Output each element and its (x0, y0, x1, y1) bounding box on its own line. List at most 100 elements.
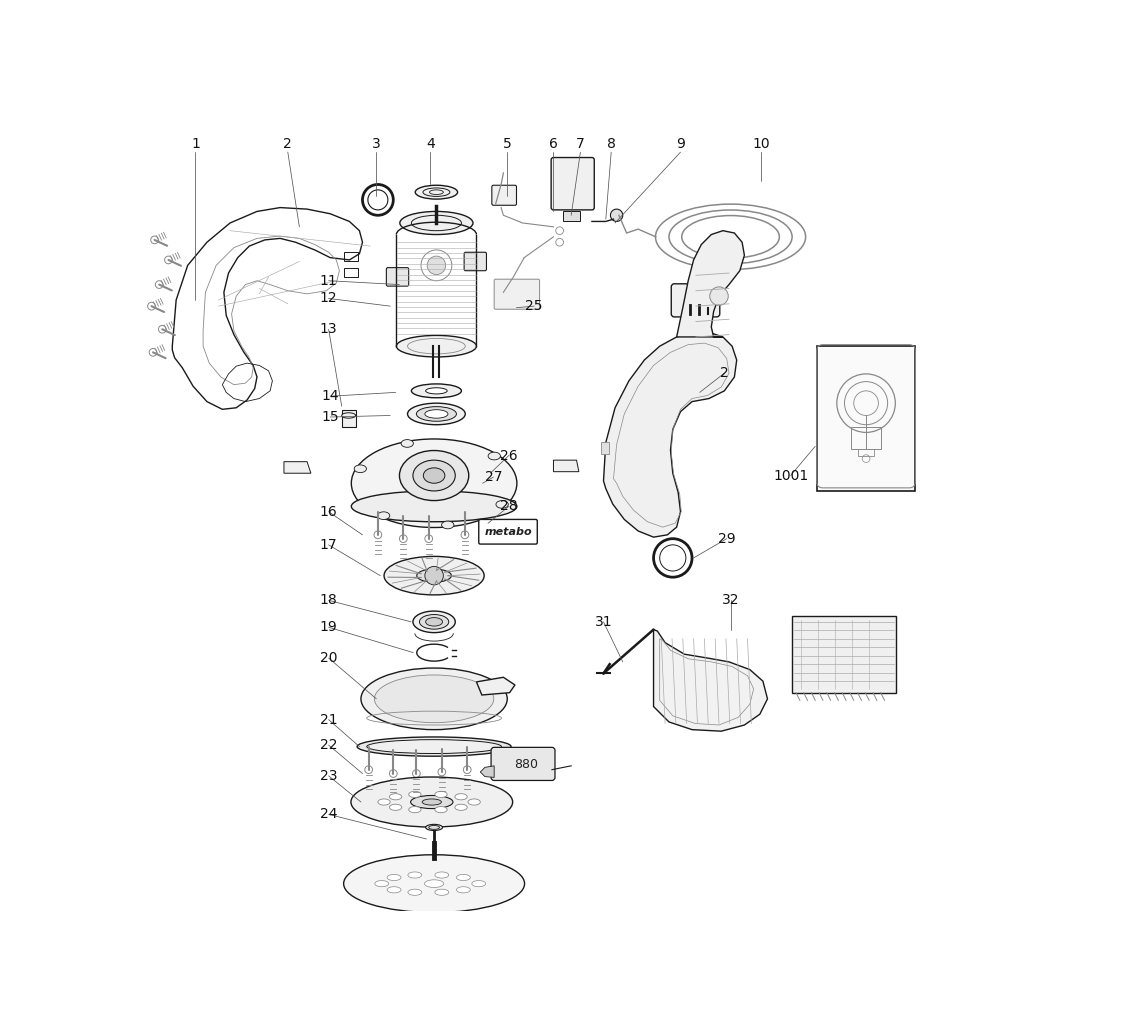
Circle shape (155, 281, 163, 289)
Text: 27: 27 (484, 470, 502, 484)
Circle shape (425, 566, 443, 585)
Polygon shape (477, 677, 515, 695)
Ellipse shape (408, 889, 422, 895)
Ellipse shape (410, 796, 453, 809)
Bar (563, 211, 580, 221)
Ellipse shape (399, 451, 469, 501)
Ellipse shape (355, 465, 366, 473)
Ellipse shape (390, 804, 401, 810)
Circle shape (413, 770, 421, 777)
Text: 18: 18 (319, 593, 337, 607)
Ellipse shape (388, 874, 401, 881)
Ellipse shape (342, 413, 356, 418)
Bar (850, 427, 881, 449)
Text: metabo: metabo (484, 526, 532, 537)
Text: 19: 19 (319, 621, 337, 634)
Ellipse shape (384, 556, 484, 595)
Ellipse shape (472, 881, 486, 887)
Circle shape (164, 256, 172, 264)
Ellipse shape (413, 611, 455, 633)
Circle shape (463, 766, 471, 773)
Ellipse shape (412, 384, 462, 397)
Text: 3: 3 (372, 137, 381, 152)
Ellipse shape (357, 737, 511, 756)
Text: 29: 29 (718, 531, 735, 546)
Ellipse shape (415, 185, 457, 199)
Ellipse shape (456, 887, 471, 893)
Ellipse shape (390, 794, 401, 800)
Ellipse shape (413, 460, 455, 490)
Text: 16: 16 (319, 505, 337, 519)
Text: 4: 4 (426, 137, 434, 152)
Polygon shape (603, 333, 736, 538)
Circle shape (149, 348, 157, 356)
Ellipse shape (351, 490, 516, 522)
Ellipse shape (351, 439, 516, 527)
Ellipse shape (424, 880, 443, 888)
Text: 25: 25 (526, 299, 543, 313)
FancyBboxPatch shape (671, 284, 719, 316)
Ellipse shape (367, 739, 502, 754)
Text: 31: 31 (595, 614, 612, 629)
Ellipse shape (408, 792, 421, 798)
Bar (344, 252, 358, 261)
Ellipse shape (441, 521, 454, 528)
Ellipse shape (422, 799, 441, 805)
Bar (344, 267, 358, 276)
Circle shape (556, 227, 563, 234)
FancyBboxPatch shape (551, 158, 594, 210)
Bar (342, 410, 356, 427)
Circle shape (556, 239, 563, 246)
Circle shape (461, 531, 469, 539)
Circle shape (158, 326, 166, 333)
Circle shape (428, 256, 446, 274)
Ellipse shape (407, 403, 465, 425)
Ellipse shape (351, 777, 513, 827)
Ellipse shape (423, 468, 445, 483)
Ellipse shape (375, 881, 389, 887)
Ellipse shape (434, 871, 449, 879)
FancyBboxPatch shape (491, 185, 516, 205)
Ellipse shape (416, 407, 456, 421)
Ellipse shape (417, 569, 451, 583)
Polygon shape (653, 630, 767, 731)
Ellipse shape (400, 211, 473, 234)
Text: 22: 22 (320, 738, 337, 752)
Ellipse shape (425, 388, 447, 394)
Text: 2: 2 (720, 367, 728, 380)
Circle shape (710, 287, 728, 305)
Ellipse shape (455, 794, 467, 800)
Bar (601, 441, 609, 454)
Ellipse shape (425, 617, 442, 626)
Text: 17: 17 (320, 538, 337, 552)
Ellipse shape (434, 807, 447, 813)
Ellipse shape (434, 889, 449, 895)
Text: 11: 11 (319, 273, 337, 288)
Text: 1001: 1001 (773, 469, 808, 482)
FancyBboxPatch shape (479, 519, 537, 544)
Polygon shape (677, 230, 744, 337)
Ellipse shape (456, 874, 471, 881)
Circle shape (148, 302, 155, 310)
Ellipse shape (425, 410, 448, 418)
Text: 7: 7 (576, 137, 585, 152)
FancyBboxPatch shape (464, 252, 487, 270)
FancyBboxPatch shape (491, 748, 555, 780)
FancyBboxPatch shape (494, 280, 539, 309)
Text: 8: 8 (606, 137, 616, 152)
Circle shape (374, 531, 382, 539)
Text: 23: 23 (320, 769, 337, 782)
Ellipse shape (420, 614, 449, 629)
Circle shape (438, 768, 446, 776)
Ellipse shape (377, 512, 390, 519)
Ellipse shape (488, 453, 500, 460)
FancyBboxPatch shape (386, 267, 408, 286)
Ellipse shape (425, 824, 442, 830)
Ellipse shape (401, 439, 414, 447)
Circle shape (399, 535, 407, 543)
Circle shape (425, 535, 432, 543)
Ellipse shape (388, 887, 401, 893)
Ellipse shape (455, 804, 467, 810)
Text: 880: 880 (514, 758, 538, 771)
Circle shape (150, 237, 158, 244)
